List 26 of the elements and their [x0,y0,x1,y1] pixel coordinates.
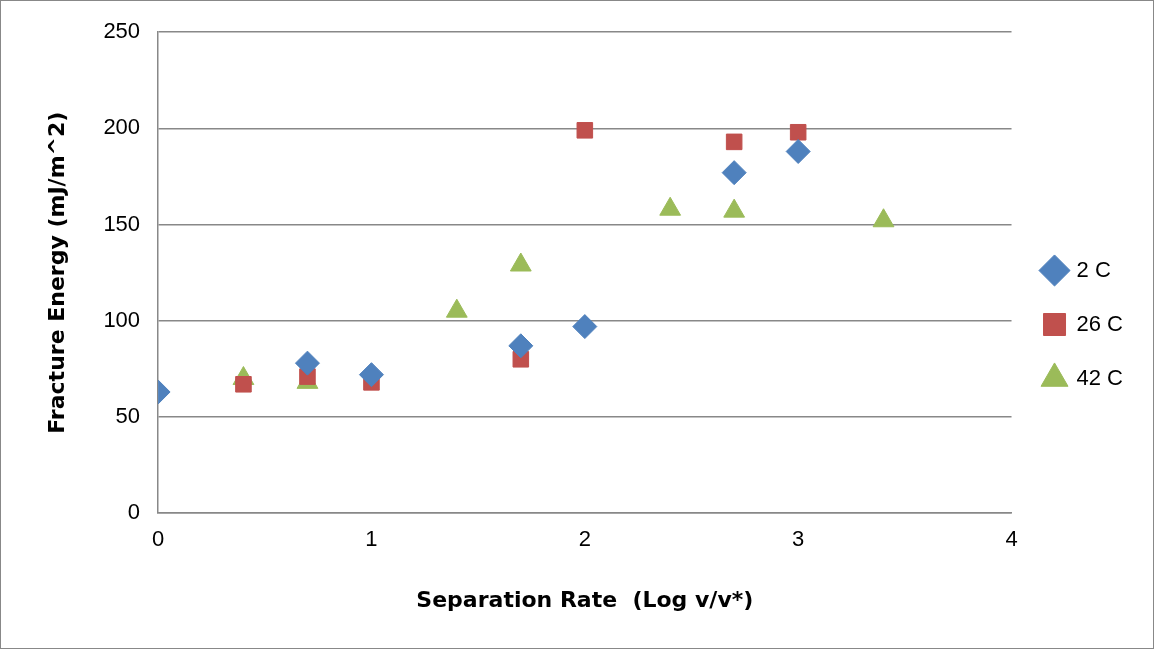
point [508,333,534,359]
y-tick-label: 50 [115,403,141,429]
point [725,133,743,151]
y-tick-label: 150 [103,210,141,236]
legend-label: 42 C [1076,364,1124,390]
point [789,123,807,141]
legend-label: 26 C [1076,310,1124,336]
y-tick-label: 250 [103,18,141,44]
point [785,138,811,164]
y-tick-label: 100 [103,306,141,332]
point [294,350,320,376]
point [721,160,747,186]
point [358,362,384,388]
y-tick-label: 200 [103,114,141,140]
y-axis-title: Fracture Energy (mJ/m^2) [43,111,69,434]
x-axis-title: Separation Rate (Log v/v*) [416,586,754,612]
x-tick-label: 2 [578,526,591,552]
x-tick-label: 4 [1005,526,1018,552]
point [235,376,252,393]
x-tick-label: 1 [365,526,378,552]
x-tick-label: 3 [792,526,805,552]
point [572,314,598,340]
point [576,122,594,139]
y-tick-label: 0 [127,499,141,525]
x-tick-label: 0 [151,526,165,552]
legend-label: 2 C [1076,256,1111,282]
